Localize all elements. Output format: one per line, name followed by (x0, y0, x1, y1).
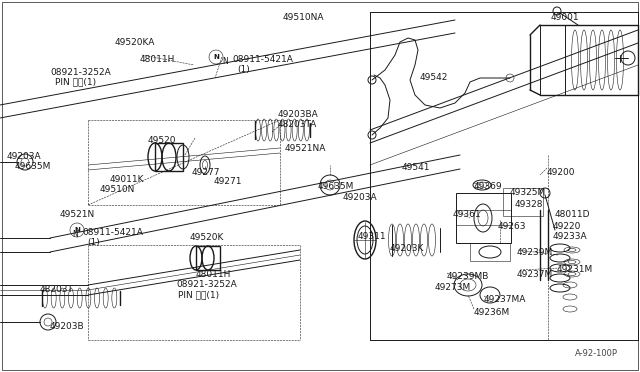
Text: 49328: 49328 (515, 200, 543, 209)
Text: 49237MA: 49237MA (484, 295, 526, 304)
Text: 49510NA: 49510NA (283, 13, 324, 22)
Text: 49277: 49277 (192, 168, 221, 177)
Text: 49203B: 49203B (50, 322, 84, 331)
Text: 49203A: 49203A (343, 193, 378, 202)
Bar (470, 243, 510, 261)
Text: 48011D: 48011D (555, 210, 591, 219)
Text: 49233A: 49233A (553, 232, 588, 241)
Text: N: N (74, 227, 80, 233)
Text: 49520KA: 49520KA (115, 38, 156, 47)
Text: 49239MB: 49239MB (447, 272, 490, 281)
Text: 49273M: 49273M (435, 283, 471, 292)
Text: N: N (72, 230, 77, 239)
Text: 49237M: 49237M (517, 270, 553, 279)
Text: 49361: 49361 (453, 210, 482, 219)
Text: (1): (1) (87, 238, 100, 247)
Text: (1): (1) (237, 65, 250, 74)
Text: 08911-5421A: 08911-5421A (232, 55, 293, 64)
Text: 48203TA: 48203TA (278, 120, 317, 129)
Text: 49011K: 49011K (110, 175, 145, 184)
Text: 08921-3252A: 08921-3252A (176, 280, 237, 289)
Text: 49510N: 49510N (100, 185, 136, 194)
Text: 49325M: 49325M (510, 188, 547, 197)
Text: 49520: 49520 (148, 136, 177, 145)
Text: A-92-100P: A-92-100P (575, 349, 618, 358)
Text: PIN ピン(1): PIN ピン(1) (178, 290, 219, 299)
Text: 49001: 49001 (551, 13, 580, 22)
Text: PIN ピン(1): PIN ピン(1) (55, 77, 96, 86)
Text: 48203T: 48203T (40, 285, 74, 294)
Text: 49239M: 49239M (517, 248, 553, 257)
Text: 49635M: 49635M (318, 182, 355, 191)
Text: 49203BA: 49203BA (278, 110, 319, 119)
Text: 49203A: 49203A (7, 152, 42, 161)
Text: 48011H: 48011H (140, 55, 175, 64)
Text: 48011H: 48011H (196, 270, 232, 279)
Text: 49220: 49220 (553, 222, 581, 231)
Text: 49635M: 49635M (15, 162, 51, 171)
Text: 49236M: 49236M (474, 308, 510, 317)
Text: 49271: 49271 (214, 177, 243, 186)
Text: 49200: 49200 (547, 168, 575, 177)
Text: 49203K: 49203K (390, 244, 424, 253)
Text: 49311: 49311 (358, 232, 387, 241)
Bar (456, 193, 511, 243)
Text: 49231M: 49231M (557, 265, 593, 274)
Text: N: N (222, 57, 228, 66)
Bar (155, 143, 183, 171)
Text: N: N (213, 54, 219, 60)
Text: 49520K: 49520K (190, 233, 225, 242)
Text: 49263: 49263 (498, 222, 527, 231)
Text: 49542: 49542 (420, 73, 449, 82)
Text: 49521NA: 49521NA (285, 144, 326, 153)
Text: 08921-3252A: 08921-3252A (50, 68, 111, 77)
Text: 08911-5421A: 08911-5421A (82, 228, 143, 237)
Text: 49541: 49541 (402, 163, 431, 172)
Bar (503, 188, 543, 216)
Text: 49369: 49369 (474, 182, 502, 191)
Text: 49521N: 49521N (60, 210, 95, 219)
Bar (196, 246, 220, 270)
